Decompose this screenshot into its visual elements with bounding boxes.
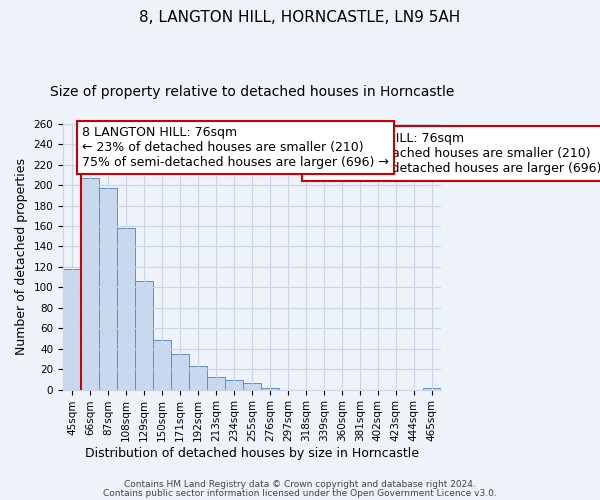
Bar (117, 228, 135, 390)
Bar (189, 366, 207, 390)
Text: 8 LANGTON HILL: 76sqm
← 23% of detached houses are smaller (210)
75% of semi-det: 8 LANGTON HILL: 76sqm ← 23% of detached … (82, 126, 389, 169)
Bar (243, 384, 261, 390)
Bar (81, 178, 99, 390)
Bar (153, 340, 171, 390)
Bar (135, 281, 153, 390)
Text: Contains public sector information licensed under the Open Government Licence v3: Contains public sector information licen… (103, 488, 497, 498)
Bar (63, 269, 81, 390)
Bar (225, 380, 243, 390)
Text: 8, LANGTON HILL, HORNCASTLE, LN9 5AH: 8, LANGTON HILL, HORNCASTLE, LN9 5AH (139, 10, 461, 25)
Title: Size of property relative to detached houses in Horncastle: Size of property relative to detached ho… (50, 85, 454, 99)
Bar (423, 388, 441, 390)
Text: 8 LANGTON HILL: 76sqm
← 23% of detached houses are smaller (210)
75% of semi-det: 8 LANGTON HILL: 76sqm ← 23% of detached … (308, 132, 600, 175)
X-axis label: Distribution of detached houses by size in Horncastle: Distribution of detached houses by size … (85, 447, 419, 460)
Bar (171, 354, 189, 390)
Bar (261, 388, 279, 390)
Bar (207, 378, 225, 390)
Text: Contains HM Land Registry data © Crown copyright and database right 2024.: Contains HM Land Registry data © Crown c… (124, 480, 476, 489)
Y-axis label: Number of detached properties: Number of detached properties (15, 158, 28, 355)
Bar (99, 188, 117, 390)
